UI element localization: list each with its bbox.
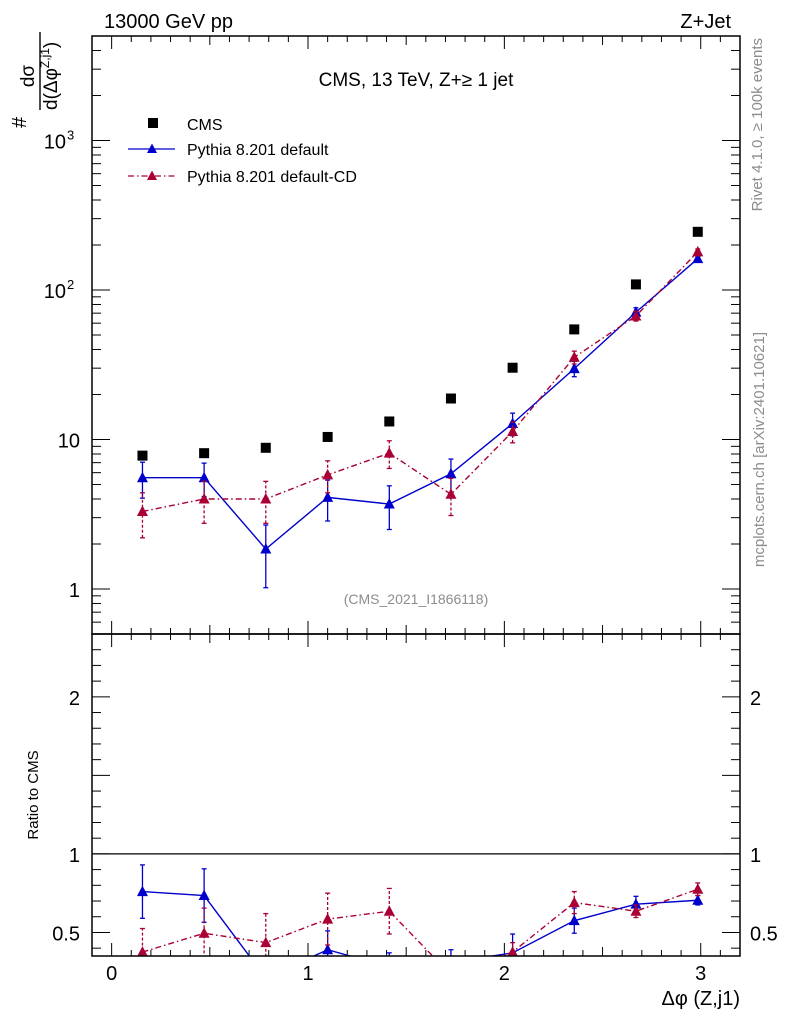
ratio-y-axis-label: Ratio to CMS (25, 750, 42, 839)
ratio-pythia-default-cd-line (142, 888, 699, 956)
main-cms-point (384, 416, 395, 427)
ratio-y-tick-label: 1 (69, 845, 80, 867)
legend-cd-marker (147, 170, 157, 180)
main-cms-point (137, 450, 148, 461)
ratio-pythia-default-point (136, 885, 148, 897)
main-data (136, 226, 704, 589)
main-pythia-default-point (445, 467, 457, 479)
analysis-watermark: (CMS_2021_I1866118) (344, 591, 489, 607)
y-label-suffix: ) (41, 42, 62, 48)
main-pythia-default-point (383, 498, 395, 509)
main-pythia-default-cd-point (692, 245, 704, 257)
ratio-pythia-default-cd-point (445, 969, 456, 980)
x-tick-label: 3 (695, 963, 706, 985)
ratio-y-tick-label-right: 0.5 (750, 923, 778, 945)
y-label-denominator-main: d(Δφ (41, 68, 62, 110)
legend: CMS Pythia 8.201 default Pythia 8.201 de… (128, 117, 357, 186)
ratio-pythia-default-cd-point (383, 905, 395, 916)
ratio-data (136, 864, 704, 983)
main-pythia-default-cd-point (322, 468, 334, 480)
main-cms-point (692, 226, 703, 237)
ratio-pythia-default-cd-point (507, 946, 518, 956)
main-pythia-default-point (260, 543, 272, 554)
main-cms-point (507, 362, 518, 373)
main-cms-point (445, 393, 456, 404)
main-pythia-default-cd-point (507, 425, 519, 437)
main-cms-point (630, 279, 641, 290)
main-y-tick-exponent: 3 (67, 127, 74, 142)
mcplots-label: mcplots.cern.ch [arXiv:2401.10621] (751, 332, 768, 567)
main-pythia-default-point (136, 471, 148, 483)
main-pythia-default-cd-point (445, 488, 457, 499)
y-label-numerator: dσ (18, 65, 39, 88)
ratio-y-tick-label: 0.5 (52, 923, 80, 945)
main-pythia-default-cd-point (136, 505, 148, 516)
main-pythia-default-point (198, 471, 210, 483)
main-pythia-default-cd-point (630, 309, 642, 321)
main-y-tick-label: 10 (58, 430, 80, 452)
ratio-pythia-default-point (630, 898, 642, 909)
ratio-pythia-default-cd-point (322, 913, 334, 924)
main-pythia-default-cd-point (198, 492, 210, 504)
main-pythia-default-cd-point (383, 447, 395, 458)
x-tick-label: 1 (302, 963, 313, 985)
legend-cd-label: Pythia 8.201 default-CD (187, 169, 357, 186)
ratio-y-tick-label: 2 (69, 688, 80, 710)
legend-cms-label: CMS (187, 117, 223, 134)
x-axis-label: Δφ (Z,j1) (661, 988, 740, 1010)
ratio-pythia-default-point (198, 889, 210, 901)
ratio-pythia-default-point (692, 894, 704, 905)
main-cms-point (569, 324, 580, 335)
main-pythia-default-cd-line (142, 251, 699, 513)
ratio-frame (91, 633, 741, 957)
legend-default-marker (147, 143, 157, 153)
ratio-panel: Ratio to CMS 0 1 2 3 0.5 0.5 1 1 2 2 Δφ (Z,j1) (25, 633, 778, 1010)
y-label-superscript: Z,j1 (38, 48, 52, 68)
ratio-pythia-default-cd-point (260, 936, 272, 948)
main-y-tick-label: 1 (69, 580, 80, 602)
ratio-y-tick-label-right: 2 (750, 688, 761, 710)
ratio-y-tick-label-right: 1 (750, 845, 761, 867)
ratio-pythia-default-cd-point (692, 883, 704, 894)
main-y-tick-label: 10 (44, 131, 66, 153)
ratio-pythia-default-cd-point (198, 927, 210, 938)
legend-cms-marker (148, 118, 158, 128)
ratio-pythia-default-point (384, 961, 395, 972)
y-label-denominator: d(ΔφZ,j1) (38, 42, 62, 110)
ratio-pythia-default-point (445, 956, 456, 967)
main-pythia-default-line (142, 258, 699, 551)
main-y-tick-label: 10 (44, 281, 66, 303)
main-cms-point (322, 431, 333, 442)
main-y-tick-exponent: 2 (67, 277, 74, 292)
main-pythia-default-point (692, 252, 704, 264)
x-tick-label: 2 (499, 963, 510, 985)
main-cms-point (260, 442, 271, 453)
ratio-pythia-default-cd-point (137, 946, 148, 956)
main-pythia-default-cd-point (568, 351, 580, 362)
main-pythia-default-point (568, 362, 580, 374)
rivet-label: Rivet 4.1.0, ≥ 100k events (749, 38, 766, 211)
ratio-axes: 0 1 2 3 0.5 0.5 1 1 2 2 (52, 634, 778, 985)
x-tick-label: 0 (106, 963, 117, 985)
legend-default-label: Pythia 8.201 default (187, 142, 329, 159)
ratio-pythia-default-point (260, 972, 271, 983)
main-panel: CMS, 13 TeV, Z+≥ 1 jet (CMS_2021_I186611… (9, 32, 741, 635)
main-pythia-default-cd-point (260, 492, 272, 504)
y-label-prefix: # (9, 116, 31, 128)
ratio-pythia-default-cd-point (568, 896, 580, 908)
energy-label: 13000 GeV pp (104, 11, 233, 33)
main-cms-point (199, 448, 210, 459)
ratio-pythia-default-point (568, 914, 580, 926)
process-label: Z+Jet (680, 11, 731, 33)
main-title: CMS, 13 TeV, Z+≥ 1 jet (319, 70, 514, 91)
main-y-axis-label: # dσ d(ΔφZ,j1) (9, 32, 62, 128)
ratio-pythia-default-line (142, 890, 698, 956)
ratio-pythia-default-point (322, 943, 334, 955)
ratio-pythia-default-cd-point (630, 905, 642, 916)
main-pythia-default-point (322, 491, 334, 502)
